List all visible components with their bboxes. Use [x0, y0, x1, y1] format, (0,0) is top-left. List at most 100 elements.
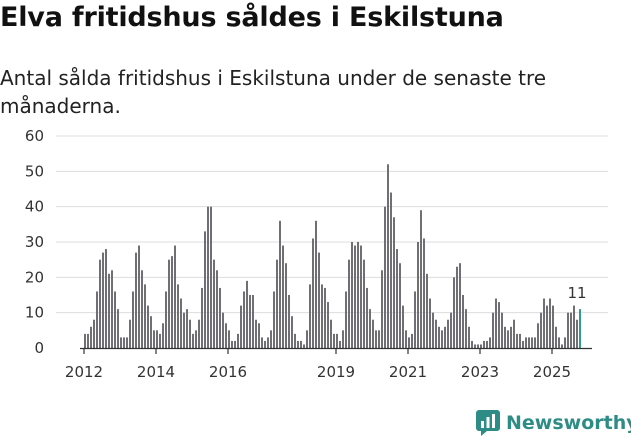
bar: [552, 305, 554, 348]
bar: [462, 295, 464, 348]
bar: [561, 344, 563, 348]
bar: [210, 206, 212, 348]
x-tick-label: 2016: [209, 363, 247, 381]
bar: [189, 319, 191, 348]
bar: [282, 245, 284, 348]
bar: [402, 305, 404, 348]
chart-title: Elva fritidshus såldes i Eskilstuna: [0, 2, 504, 33]
bar: [207, 206, 209, 348]
bar: [150, 316, 152, 348]
bar: [120, 337, 122, 348]
bar: [279, 220, 281, 348]
y-tick-label: 30: [25, 233, 44, 251]
newsworthy-logo: Newsworthy: [476, 408, 631, 438]
bar: [291, 316, 293, 348]
y-tick-label: 0: [34, 339, 44, 357]
bar: [174, 245, 176, 348]
bar: [510, 326, 512, 348]
bar: [198, 319, 200, 348]
bar: [384, 206, 386, 348]
bar: [570, 312, 572, 348]
bar: [303, 344, 305, 348]
bar: [537, 323, 539, 348]
bar: [492, 312, 494, 348]
bar: [549, 298, 551, 348]
bar: [192, 333, 194, 348]
bar: [204, 231, 206, 348]
bar: [132, 291, 134, 348]
bar: [231, 340, 233, 348]
bar: [267, 337, 269, 348]
bar: [171, 256, 173, 348]
bar: [219, 287, 221, 348]
latest-value-label: 11: [567, 284, 586, 302]
bar: [576, 319, 578, 348]
bar: [96, 291, 98, 348]
bar: [321, 284, 323, 348]
bar: [237, 333, 239, 348]
bar: [159, 333, 161, 348]
x-tick-label: 2021: [389, 363, 427, 381]
bar: [129, 319, 131, 348]
bar: [333, 333, 335, 348]
bar: [525, 337, 527, 348]
bar: [261, 337, 263, 348]
axis-labels: 0 10 20 30 40 50 60 11 2012 2014 2016 2019 2021 2023 2…: [25, 127, 587, 381]
bar: [300, 340, 302, 348]
bar: [351, 242, 353, 348]
bar: [168, 259, 170, 348]
bar: [264, 340, 266, 348]
bar: [222, 312, 224, 348]
bar: [456, 266, 458, 348]
bar: [243, 291, 245, 348]
bar: [141, 270, 143, 348]
bar: [249, 295, 251, 348]
bar: [99, 259, 101, 348]
bar: [294, 333, 296, 348]
brand-name: Newsworthy: [506, 412, 631, 434]
bar: [147, 305, 149, 348]
bar: [564, 337, 566, 348]
bar: [519, 333, 521, 348]
bar: [495, 298, 497, 348]
bar: [477, 344, 479, 348]
bar: [258, 323, 260, 348]
bar: [408, 337, 410, 348]
bar: [312, 238, 314, 348]
bar: [153, 330, 155, 348]
bar: [330, 319, 332, 348]
bar: [165, 291, 167, 348]
bar: [363, 259, 365, 348]
bar: [228, 330, 230, 348]
bar: [240, 305, 242, 348]
bar: [465, 309, 467, 348]
bar: [195, 330, 197, 348]
bar: [489, 337, 491, 348]
bars: [84, 164, 581, 348]
bar: [297, 340, 299, 348]
bar: [126, 337, 128, 348]
bar: [354, 245, 356, 348]
bar: [111, 270, 113, 348]
bar: [381, 270, 383, 348]
bar: [567, 312, 569, 348]
bar: [288, 295, 290, 348]
bar: [480, 344, 482, 348]
bar: [555, 326, 557, 348]
bar: [429, 298, 431, 348]
bar: [444, 326, 446, 348]
x-axis: [80, 347, 592, 354]
bar: [135, 252, 137, 348]
bar: [213, 259, 215, 348]
bar: [234, 340, 236, 348]
bar: [186, 309, 188, 348]
x-tick-label: 2012: [65, 363, 103, 381]
bar: [327, 302, 329, 348]
bar: [285, 263, 287, 348]
bar: [378, 330, 380, 348]
bar: [522, 340, 524, 348]
bar-chart: 0 10 20 30 40 50 60 11 2012 2014 2016 2019 2021 2023 2…: [25, 127, 608, 381]
newsworthy-logo-icon: [476, 410, 500, 436]
bar: [411, 333, 413, 348]
bar: [387, 164, 389, 348]
